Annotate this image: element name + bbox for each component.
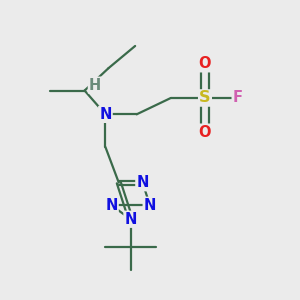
Text: S: S	[199, 91, 211, 106]
Text: N: N	[99, 107, 112, 122]
Text: N: N	[124, 212, 137, 227]
Text: N: N	[105, 198, 118, 213]
Text: O: O	[199, 56, 211, 71]
Text: N: N	[136, 175, 149, 190]
Text: N: N	[144, 198, 156, 213]
Text: O: O	[199, 125, 211, 140]
Text: H: H	[89, 78, 101, 93]
Text: F: F	[233, 91, 243, 106]
